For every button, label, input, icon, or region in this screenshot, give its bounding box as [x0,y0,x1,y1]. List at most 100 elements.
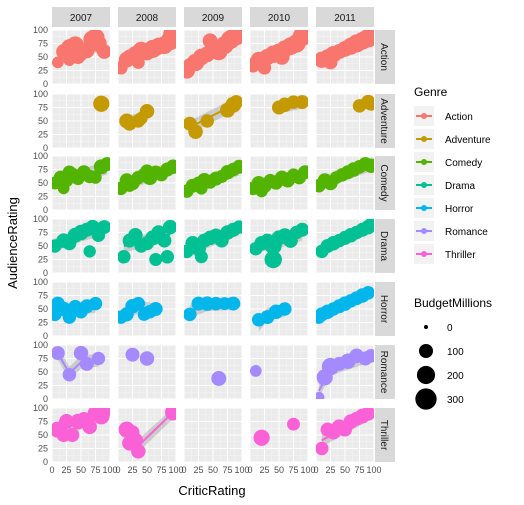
facet-strip-comedy [375,156,395,210]
smooth-line [318,291,369,318]
smooth-line [318,354,372,392]
y-tick-label: 75 [38,291,48,301]
panel-drama-2009 [184,220,242,264]
smooth-line [120,166,174,187]
y-tick-label: 0 [43,79,48,89]
size-legend-dot [415,388,437,410]
facet-strip-label: 2007 [70,13,93,24]
smooth-line [123,233,171,247]
panel-drama-2010 [250,222,308,269]
x-tick-label: 0 [313,465,318,475]
smooth-line [56,352,99,375]
panel-comedy-2009 [184,159,242,198]
y-tick-label: 75 [38,165,48,175]
legend-dot [421,205,427,211]
size-legend-label: 0 [447,323,453,334]
panel-drama-2011 [316,219,374,259]
smooth-line [54,227,105,246]
y-tick-label: 100 [33,277,48,287]
facet-strip-adventure [375,94,395,148]
legend-dot [421,159,427,165]
data-point [316,441,329,456]
y-tick-label: 0 [43,331,48,341]
y-tick-label: 50 [38,52,48,62]
legend-label-action: Action [445,112,473,123]
x-tick-label: 100 [102,465,117,475]
legend-dot [421,228,427,234]
data-point [323,55,338,70]
y-tick-label: 75 [38,39,48,49]
panel-thriller-2008 [118,408,176,459]
panel-action-2010 [250,30,308,75]
data-point [100,157,110,172]
y-axis-title: AudienceRating [5,197,20,289]
y-tick-label: 0 [43,143,48,153]
y-tick-label: 25 [38,66,48,76]
size-legend-label: 100 [447,347,464,358]
legend-label-romance: Romance [445,227,488,238]
x-tick-label: 0 [181,465,186,475]
facet-strip-2011 [316,7,374,27]
facet-strip-label: Romance [378,351,389,394]
smooth-line [57,413,105,430]
data-point [125,425,140,440]
x-tick-label: 75 [222,465,232,475]
data-point [360,408,374,421]
data-point [82,419,97,435]
x-tick-label: 100 [300,465,315,475]
data-point [52,56,64,69]
x-tick-label: 25 [61,465,71,475]
data-point [57,182,70,195]
data-point [278,302,292,316]
x-tick-label: 75 [156,465,166,475]
data-point [287,417,300,431]
data-point [162,219,176,235]
smooth-line [318,163,372,186]
panel-adventure-2010 [272,95,308,115]
data-point [298,165,308,180]
y-tick-label: 75 [38,417,48,427]
panel-action-2008 [118,30,176,75]
legend-dot [421,182,427,188]
smooth-line [126,411,174,447]
panel-adventure-2009 [184,95,242,140]
smooth-line [252,173,306,188]
legend-label-thriller: Thriller [445,250,476,261]
smooth-line [255,233,303,247]
y-tick-label: 50 [38,178,48,188]
smooth-line [252,39,303,64]
data-point [232,220,242,234]
panels-layer: 2007 2008 2009 2010 2011 Action Adventure Comed… [33,7,395,475]
size-legend-dot [416,365,436,385]
panel-drama-2007 [52,219,110,258]
y-tick-label: 50 [38,116,48,126]
legend-dot [421,136,427,142]
data-point [93,95,110,112]
data-point [128,227,143,243]
facet-strip-2007 [52,7,110,27]
smooth-line [321,35,372,60]
data-point [255,184,268,198]
data-point [316,391,325,399]
size-legend-label: 200 [447,371,464,382]
x-tick-label: 100 [168,465,183,475]
panel-adventure-2007 [93,95,110,112]
data-point [56,428,71,442]
legend-label-horror: Horror [445,204,474,215]
data-point [148,302,163,316]
facet-strip-label: Drama [378,231,389,261]
data-point [63,53,76,66]
facet-strip-label: 2008 [136,13,159,24]
panel-romance-2010 [250,365,262,377]
y-tick-label: 100 [33,25,48,35]
panel-romance-2009 [211,371,227,386]
legend-label-comedy: Comedy [445,158,482,169]
panel-romance-2007 [52,345,106,382]
size-legend-label: 300 [447,395,464,406]
data-point [88,296,103,311]
panel-action-2011 [316,30,374,70]
x-tick-label: 100 [366,465,381,475]
y-tick-label: 25 [38,130,48,140]
legend-dot [421,113,427,119]
